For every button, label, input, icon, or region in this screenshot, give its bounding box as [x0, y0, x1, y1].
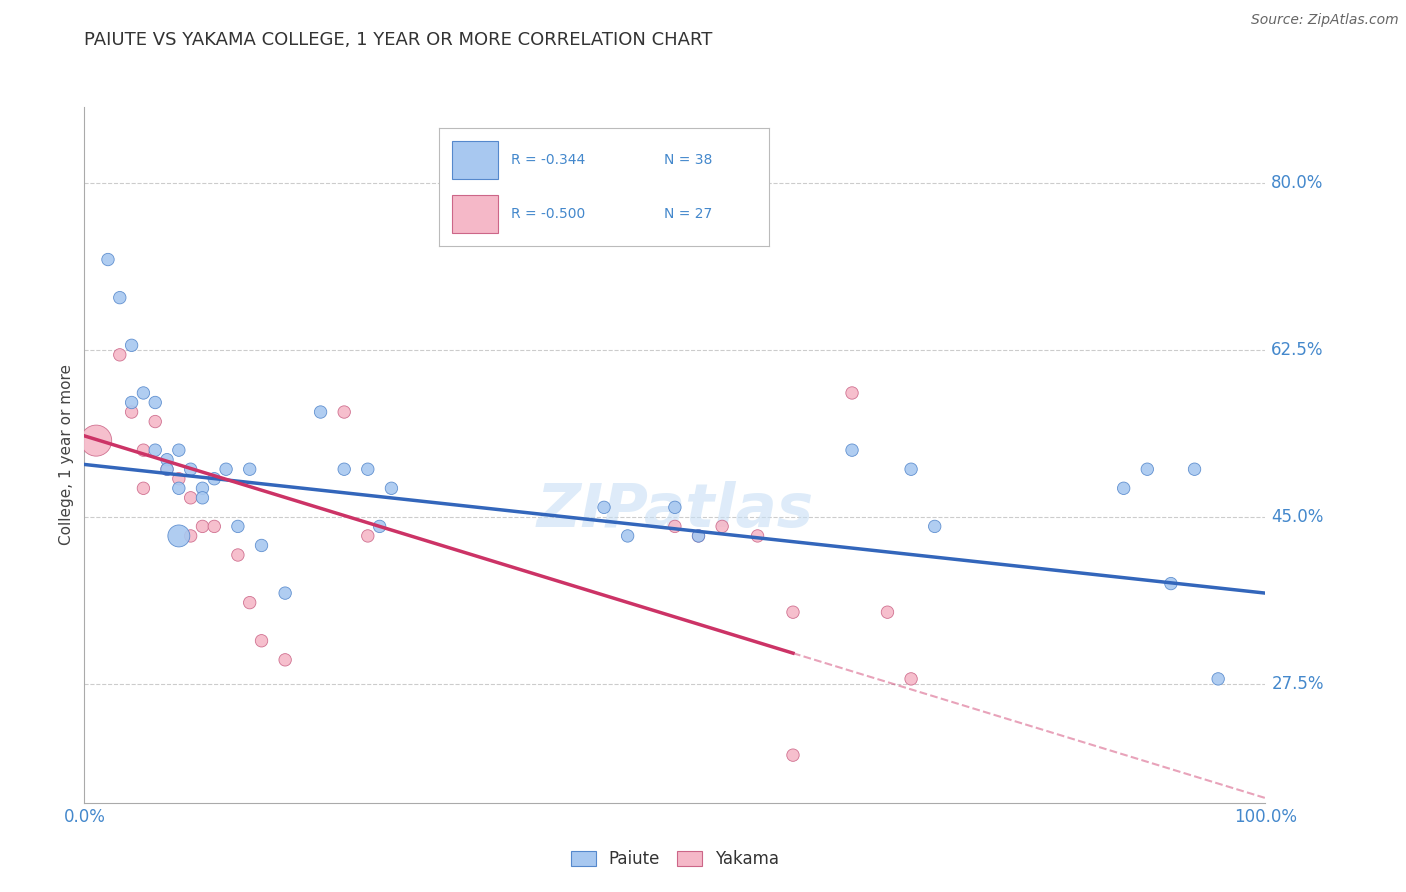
Point [239, 596, 262, 610]
Point [1184, 462, 1206, 476]
Point [239, 462, 262, 476]
Point [593, 500, 616, 515]
Point [250, 539, 273, 553]
Point [368, 519, 391, 533]
Point [250, 633, 273, 648]
Point [156, 462, 179, 476]
Point [274, 586, 297, 600]
Legend: Paiute, Yakama: Paiute, Yakama [564, 843, 786, 874]
Point [333, 462, 356, 476]
Point [1112, 481, 1135, 495]
Point [664, 500, 686, 515]
Point [202, 519, 225, 533]
Point [1206, 672, 1229, 686]
Point [132, 481, 155, 495]
Point [180, 462, 202, 476]
Point [191, 519, 214, 533]
Point [108, 348, 131, 362]
Point [132, 386, 155, 401]
Point [108, 291, 131, 305]
Y-axis label: College, 1 year or more: College, 1 year or more [59, 365, 75, 545]
Text: 27.5%: 27.5% [1271, 674, 1324, 693]
Point [357, 529, 380, 543]
Point [156, 452, 179, 467]
Point [900, 462, 922, 476]
Point [747, 529, 769, 543]
Point [143, 395, 166, 409]
Point [121, 405, 143, 419]
Point [143, 443, 166, 458]
Point [226, 519, 249, 533]
Point [226, 548, 249, 562]
Point [309, 405, 332, 419]
Point [1160, 576, 1182, 591]
Point [841, 386, 863, 401]
Point [156, 462, 179, 476]
Point [97, 252, 120, 267]
Point [711, 519, 734, 533]
Point [274, 653, 297, 667]
Point [191, 491, 214, 505]
Text: PAIUTE VS YAKAMA COLLEGE, 1 YEAR OR MORE CORRELATION CHART: PAIUTE VS YAKAMA COLLEGE, 1 YEAR OR MORE… [84, 31, 713, 49]
Point [1136, 462, 1159, 476]
Point [132, 443, 155, 458]
Point [357, 462, 380, 476]
Text: 45.0%: 45.0% [1271, 508, 1323, 526]
Point [167, 443, 190, 458]
Point [167, 472, 190, 486]
Point [121, 395, 143, 409]
Point [180, 491, 202, 505]
Point [333, 405, 356, 419]
Point [191, 481, 214, 495]
Text: 62.5%: 62.5% [1271, 341, 1324, 359]
Point [215, 462, 238, 476]
Point [84, 434, 107, 448]
Point [841, 443, 863, 458]
Point [924, 519, 946, 533]
Point [143, 415, 166, 429]
Point [380, 481, 402, 495]
Point [688, 529, 710, 543]
Point [202, 472, 225, 486]
Point [167, 481, 190, 495]
Point [121, 338, 143, 352]
Text: ZIPatlas: ZIPatlas [536, 481, 814, 540]
Point [876, 605, 898, 619]
Point [664, 519, 686, 533]
Point [180, 529, 202, 543]
Point [167, 529, 190, 543]
Point [616, 529, 638, 543]
Point [688, 529, 710, 543]
Text: 80.0%: 80.0% [1271, 174, 1323, 193]
Point [782, 748, 804, 763]
Point [900, 672, 922, 686]
Text: Source: ZipAtlas.com: Source: ZipAtlas.com [1251, 13, 1399, 28]
Point [782, 605, 804, 619]
